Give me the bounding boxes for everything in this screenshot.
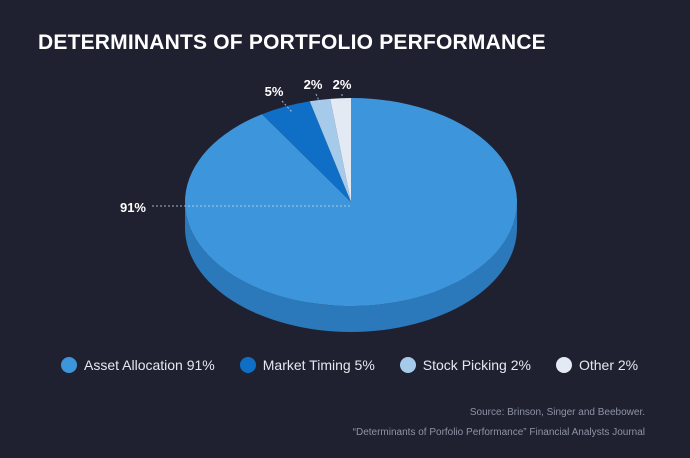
legend-item-market-timing: Market Timing 5% (239, 357, 375, 373)
pie-top (185, 98, 517, 306)
legend-swatch-other (555, 357, 572, 373)
pie-slice-market-timing (262, 101, 351, 202)
chart-title: DETERMINANTS OF PORTFOLIO PERFORMANCE (38, 31, 546, 54)
source-note: Source: Brinson, Singer and Beebower. “D… (353, 403, 645, 443)
legend: Asset Allocation 91% Market Timing 5% St… (61, 357, 663, 373)
pie-side-asset-allocation (185, 202, 517, 332)
pie-slice-stock-picking (309, 98, 351, 202)
legend-item-other: Other 2% (555, 357, 639, 373)
legend-item-asset-allocation: Asset Allocation 91% (61, 357, 215, 373)
data-label-market-timing: 5% (265, 84, 284, 99)
source-line-2: “Determinants of Porfolio Performance” F… (352, 427, 645, 438)
data-label-stock-picking: 2% (304, 77, 323, 92)
pie-side-walls (185, 202, 517, 332)
legend-label-market-timing: Market Timing 5% (262, 357, 375, 373)
legend-label-asset-allocation: Asset Allocation 91% (84, 357, 215, 373)
legend-label-stock-picking: Stock Picking 2% (422, 357, 531, 373)
data-label-asset-allocation: 91% (120, 200, 146, 215)
pie-data-labels: 91% 5% 2% 2% (120, 77, 352, 215)
source-line-1: Source: Brinson, Singer and Beebower. (469, 407, 645, 418)
pie-slice-other (330, 98, 351, 202)
legend-swatch-market-timing (239, 357, 256, 373)
legend-swatch-stock-picking (399, 357, 416, 373)
leader-line-market-timing (281, 100, 293, 113)
legend-item-stock-picking: Stock Picking 2% (399, 357, 531, 373)
legend-swatch-asset-allocation (61, 357, 77, 373)
data-label-other: 2% (333, 77, 352, 92)
legend-label-other: Other 2% (578, 357, 639, 373)
leader-line-stock-picking (315, 93, 321, 104)
